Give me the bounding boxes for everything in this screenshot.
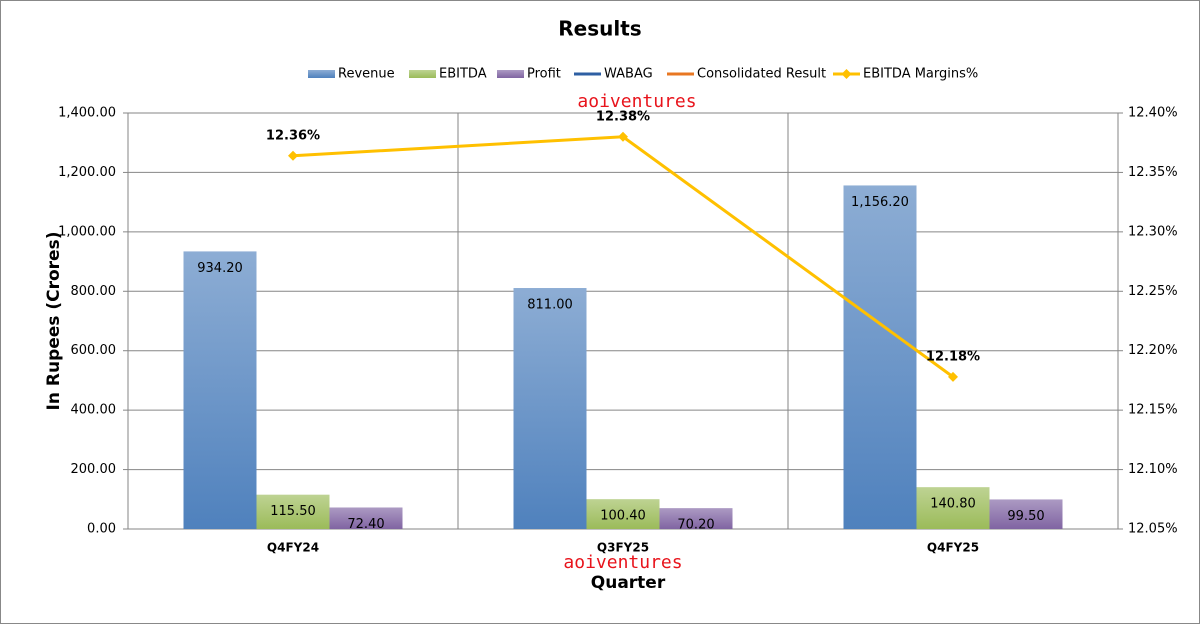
data-label: 1,156.20 (851, 195, 909, 210)
y2-tick-label: 12.15% (1128, 403, 1178, 418)
legend-marker (841, 69, 852, 79)
y-tick-label: 1,000.00 (58, 224, 116, 239)
x-tick-label: Q4FY24 (267, 541, 319, 555)
data-label: 72.40 (347, 517, 384, 532)
data-label: 115.50 (270, 504, 316, 519)
chart-title: Results (558, 17, 641, 41)
data-label: 99.50 (1007, 509, 1044, 524)
marker (948, 371, 958, 382)
bar (329, 507, 403, 529)
bar (843, 185, 917, 530)
marker (618, 131, 628, 142)
y-tick-label: 400.00 (71, 403, 117, 418)
y2-tick-label: 12.10% (1128, 462, 1178, 477)
watermark: aoiventures (577, 91, 696, 112)
bar (256, 494, 330, 529)
marker (288, 150, 298, 161)
legend-label: Profit (527, 67, 561, 82)
legend-swatch (409, 70, 436, 78)
y-tick-label: 1,200.00 (58, 165, 116, 180)
data-label: 12.18% (926, 349, 980, 364)
x-tick-label: Q4FY25 (927, 541, 979, 555)
legend-swatch (308, 70, 335, 78)
data-label: 811.00 (527, 298, 573, 313)
x-axis-title: Quarter (591, 573, 666, 593)
y2-tick-label: 12.20% (1128, 343, 1178, 358)
data-label: 12.38% (596, 109, 650, 124)
bar (586, 499, 660, 529)
legend-label: EBITDA Margins% (863, 67, 978, 82)
y-tick-label: 600.00 (71, 343, 117, 358)
y2-tick-label: 12.25% (1128, 284, 1178, 299)
data-label: 934.20 (197, 261, 243, 276)
y2-tick-label: 12.30% (1128, 224, 1178, 239)
x-tick-label: Q3FY25 (597, 541, 649, 555)
bar (659, 508, 733, 529)
y-tick-label: 0.00 (87, 522, 116, 537)
legend-label: EBITDA (439, 67, 487, 82)
y-tick-label: 800.00 (71, 284, 117, 299)
bar (183, 251, 257, 529)
y2-tick-label: 12.40% (1128, 106, 1178, 121)
y-tick-label: 200.00 (71, 462, 117, 477)
bar (513, 288, 587, 529)
y-axis-title: In Rupees (Crores) (44, 232, 64, 411)
data-label: 100.40 (600, 509, 646, 524)
y-tick-label: 1,400.00 (58, 106, 116, 121)
data-label: 12.36% (266, 128, 320, 143)
bar (916, 487, 990, 529)
y2-tick-label: 12.05% (1128, 522, 1178, 537)
legend-label: Revenue (338, 67, 395, 82)
legend-label: Consolidated Result (697, 67, 826, 82)
legend-swatch (497, 70, 524, 78)
watermark: aoiventures (563, 552, 682, 573)
data-label: 70.20 (677, 518, 714, 533)
y2-tick-label: 12.35% (1128, 165, 1178, 180)
data-label: 140.80 (930, 497, 976, 512)
bar (989, 499, 1063, 529)
legend-label: WABAG (604, 67, 653, 82)
